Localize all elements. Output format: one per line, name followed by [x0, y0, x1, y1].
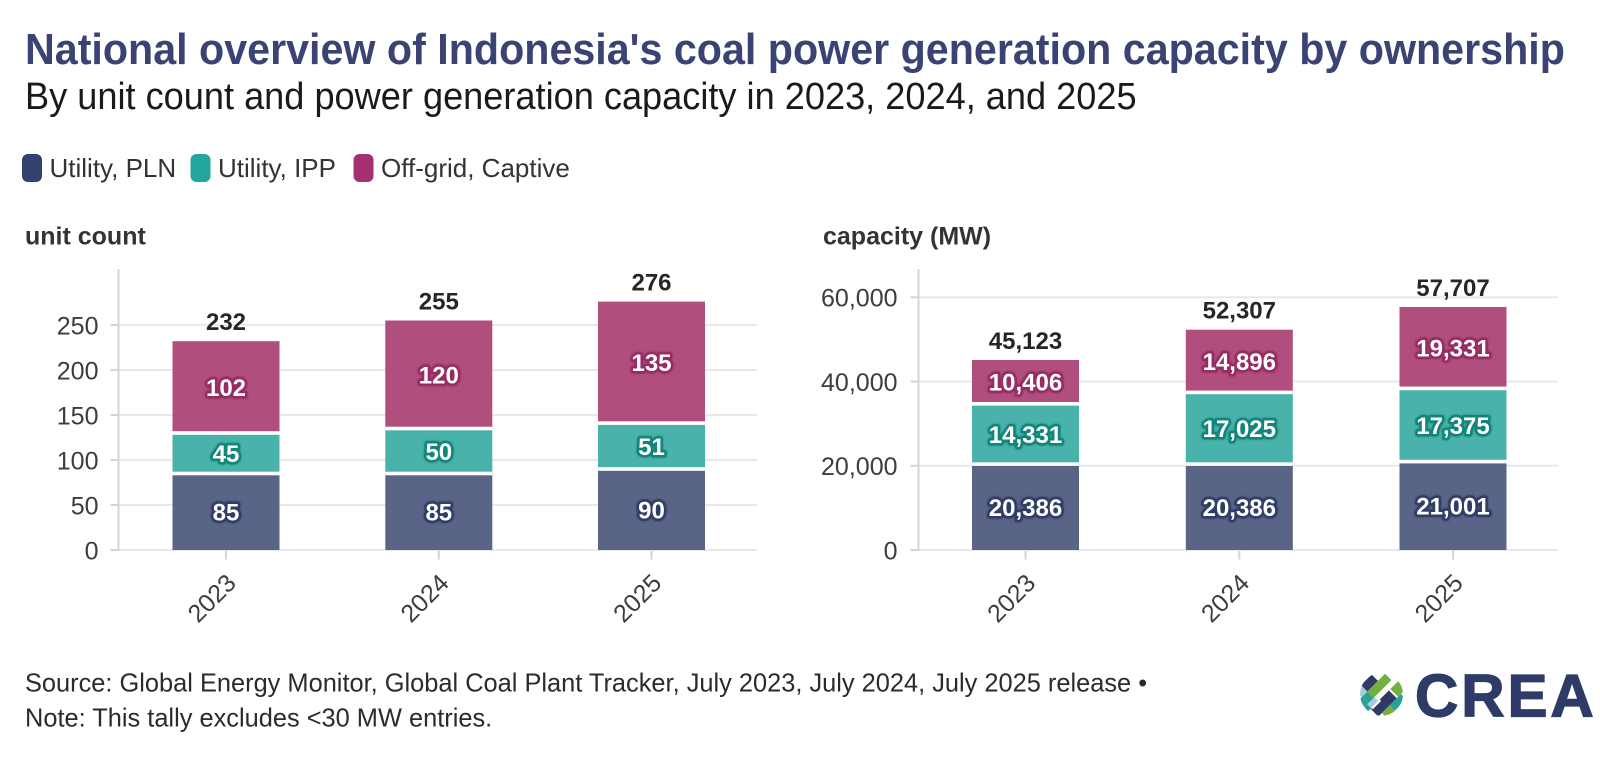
svg-text:60,000: 60,000 — [821, 285, 897, 313]
svg-text:85: 85 — [213, 500, 240, 527]
svg-text:National overview of Indonesia: National overview of Indonesia's coal po… — [25, 25, 1565, 75]
svg-text:255: 255 — [419, 289, 459, 316]
svg-text:0: 0 — [85, 537, 99, 565]
svg-text:Source: Global Energy Monitor,: Source: Global Energy Monitor, Global Co… — [25, 669, 1147, 697]
svg-text:17,375: 17,375 — [1416, 413, 1489, 440]
svg-text:20,386: 20,386 — [989, 495, 1062, 522]
svg-text:14,331: 14,331 — [989, 422, 1062, 449]
svg-text:40,000: 40,000 — [821, 369, 897, 397]
svg-text:52,307: 52,307 — [1203, 298, 1276, 325]
svg-text:200: 200 — [57, 357, 99, 385]
svg-text:102: 102 — [206, 375, 246, 402]
svg-text:19,331: 19,331 — [1416, 336, 1489, 363]
svg-text:57,707: 57,707 — [1416, 275, 1489, 302]
svg-text:unit count: unit count — [25, 223, 146, 251]
svg-text:Utility, PLN: Utility, PLN — [50, 153, 177, 183]
svg-text:By unit count and power genera: By unit count and power generation capac… — [25, 74, 1137, 117]
svg-text:21,001: 21,001 — [1416, 494, 1489, 521]
svg-text:90: 90 — [638, 497, 665, 524]
svg-text:0: 0 — [884, 537, 898, 565]
svg-text:120: 120 — [419, 362, 459, 389]
svg-text:135: 135 — [631, 350, 671, 377]
svg-text:45,123: 45,123 — [989, 328, 1062, 355]
svg-text:capacity (MW): capacity (MW) — [823, 223, 991, 251]
svg-text:45: 45 — [213, 441, 240, 468]
svg-text:50: 50 — [425, 439, 452, 466]
svg-text:17,025: 17,025 — [1203, 416, 1276, 443]
svg-text:14,896: 14,896 — [1203, 349, 1276, 376]
svg-text:250: 250 — [57, 312, 99, 340]
svg-text:CREA: CREA — [1415, 663, 1597, 730]
svg-text:85: 85 — [425, 500, 452, 527]
svg-text:Off-grid, Captive: Off-grid, Captive — [381, 153, 570, 183]
svg-text:20,000: 20,000 — [821, 453, 897, 481]
svg-text:Note: This tally excludes <30: Note: This tally excludes <30 MW entries… — [25, 704, 492, 732]
svg-text:232: 232 — [206, 309, 246, 336]
svg-text:10,406: 10,406 — [989, 370, 1062, 397]
svg-text:276: 276 — [631, 270, 671, 297]
svg-text:Utility, IPP: Utility, IPP — [218, 153, 336, 183]
svg-text:100: 100 — [57, 447, 99, 475]
svg-text:150: 150 — [57, 402, 99, 430]
svg-text:20,386: 20,386 — [1203, 495, 1276, 522]
svg-text:50: 50 — [71, 492, 99, 520]
svg-text:51: 51 — [638, 434, 665, 461]
